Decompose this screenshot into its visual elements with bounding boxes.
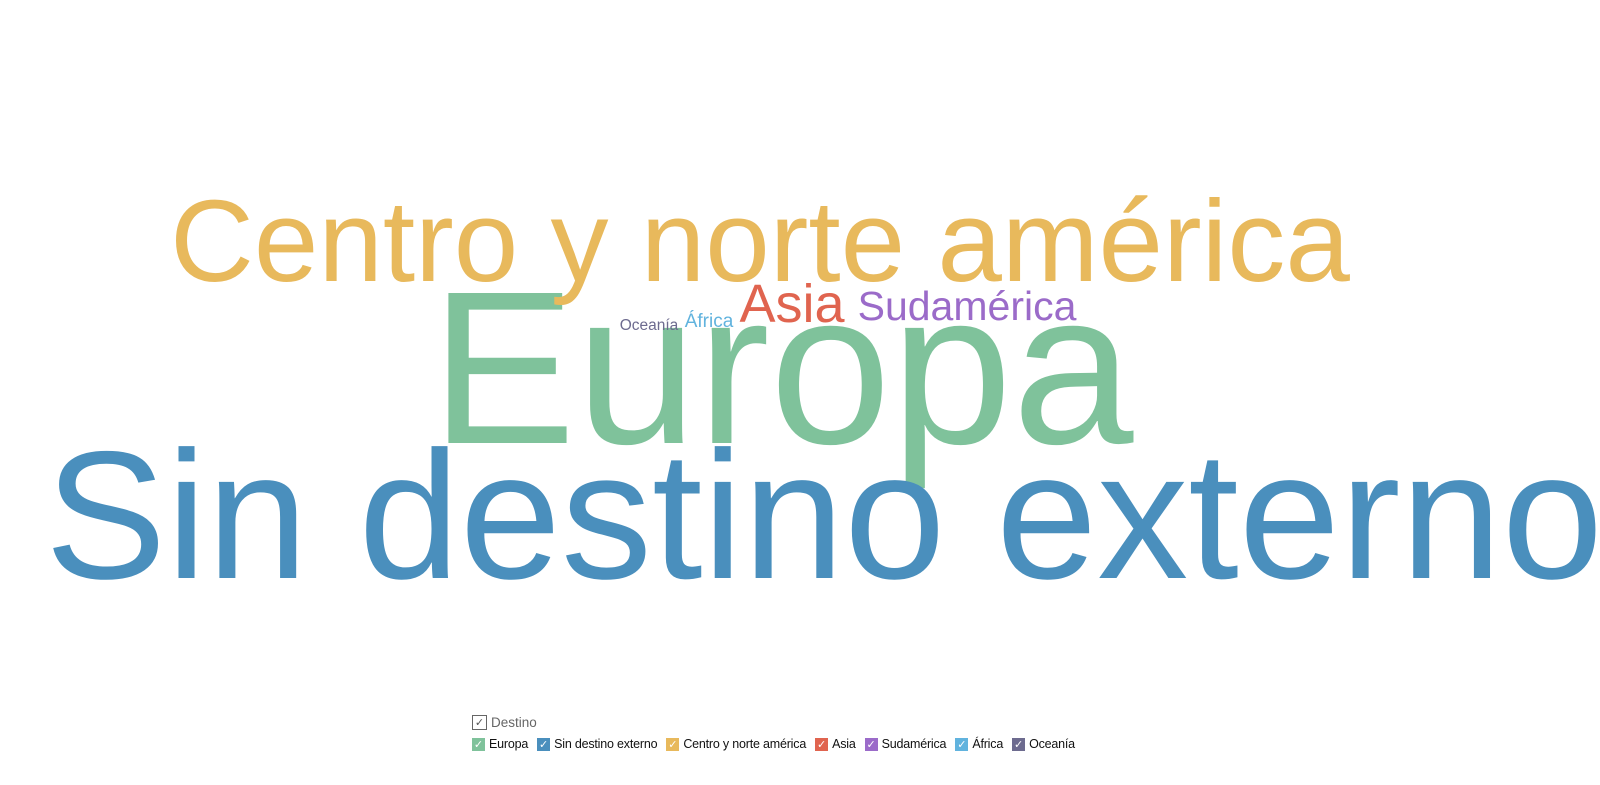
legend-item[interactable]: ✓ Centro y norte américa bbox=[666, 737, 806, 751]
legend-items: ✓ Europa ✓ Sin destino externo ✓ Centro y nor… bbox=[472, 737, 1084, 751]
legend-checkbox-icon[interactable]: ✓ bbox=[666, 737, 680, 751]
legend-checkbox-icon[interactable]: ✓ bbox=[864, 737, 878, 751]
cloud-word-asia: Asia bbox=[739, 274, 845, 334]
legend-item-label: África bbox=[972, 737, 1004, 751]
legend-checkbox-icon[interactable]: ✓ bbox=[955, 737, 969, 751]
legend-header-toggle[interactable]: ✓ Destino bbox=[472, 713, 1084, 731]
cloud-word-centro-y-norte-américa: Centro y norte américa bbox=[170, 176, 1350, 306]
legend-all-checkbox-icon[interactable]: ✓ bbox=[472, 714, 487, 730]
cloud-word-sudamérica: Sudamérica bbox=[858, 283, 1077, 329]
legend-item-label: Oceanía bbox=[1029, 737, 1075, 751]
cloud-word-sin-destino-externo: Sin destino externo bbox=[45, 413, 1600, 617]
legend-checkbox-icon[interactable]: ✓ bbox=[472, 737, 485, 751]
cloud-word-europa: Europa bbox=[431, 247, 1135, 490]
legend-checkbox-icon[interactable]: ✓ bbox=[537, 737, 551, 751]
legend-item[interactable]: ✓ Sin destino externo bbox=[537, 737, 658, 751]
legend-item[interactable]: ✓ Oceanía bbox=[1012, 737, 1075, 751]
legend-item[interactable]: ✓ Sudamérica bbox=[864, 737, 947, 751]
cloud-word-áfrica: África bbox=[685, 311, 734, 332]
legend-item[interactable]: ✓ Europa bbox=[472, 737, 528, 751]
legend-item[interactable]: ✓ África bbox=[955, 737, 1003, 751]
legend-item-label: Asia bbox=[832, 737, 856, 751]
legend-item[interactable]: ✓ Asia bbox=[815, 737, 856, 751]
legend: ✓ Destino ✓ Europa ✓ Sin destino externo ✓ Ce… bbox=[472, 713, 1084, 751]
legend-checkbox-icon[interactable]: ✓ bbox=[1012, 737, 1026, 751]
legend-item-label: Sin destino externo bbox=[554, 737, 658, 751]
legend-checkbox-icon[interactable]: ✓ bbox=[815, 737, 829, 751]
legend-item-label: Centro y norte américa bbox=[683, 737, 807, 751]
cloud-word-oceanía: Oceanía bbox=[620, 317, 679, 334]
legend-title: Destino bbox=[491, 714, 537, 730]
legend-item-label: Sudamérica bbox=[881, 737, 947, 751]
legend-item-label: Europa bbox=[489, 737, 529, 751]
